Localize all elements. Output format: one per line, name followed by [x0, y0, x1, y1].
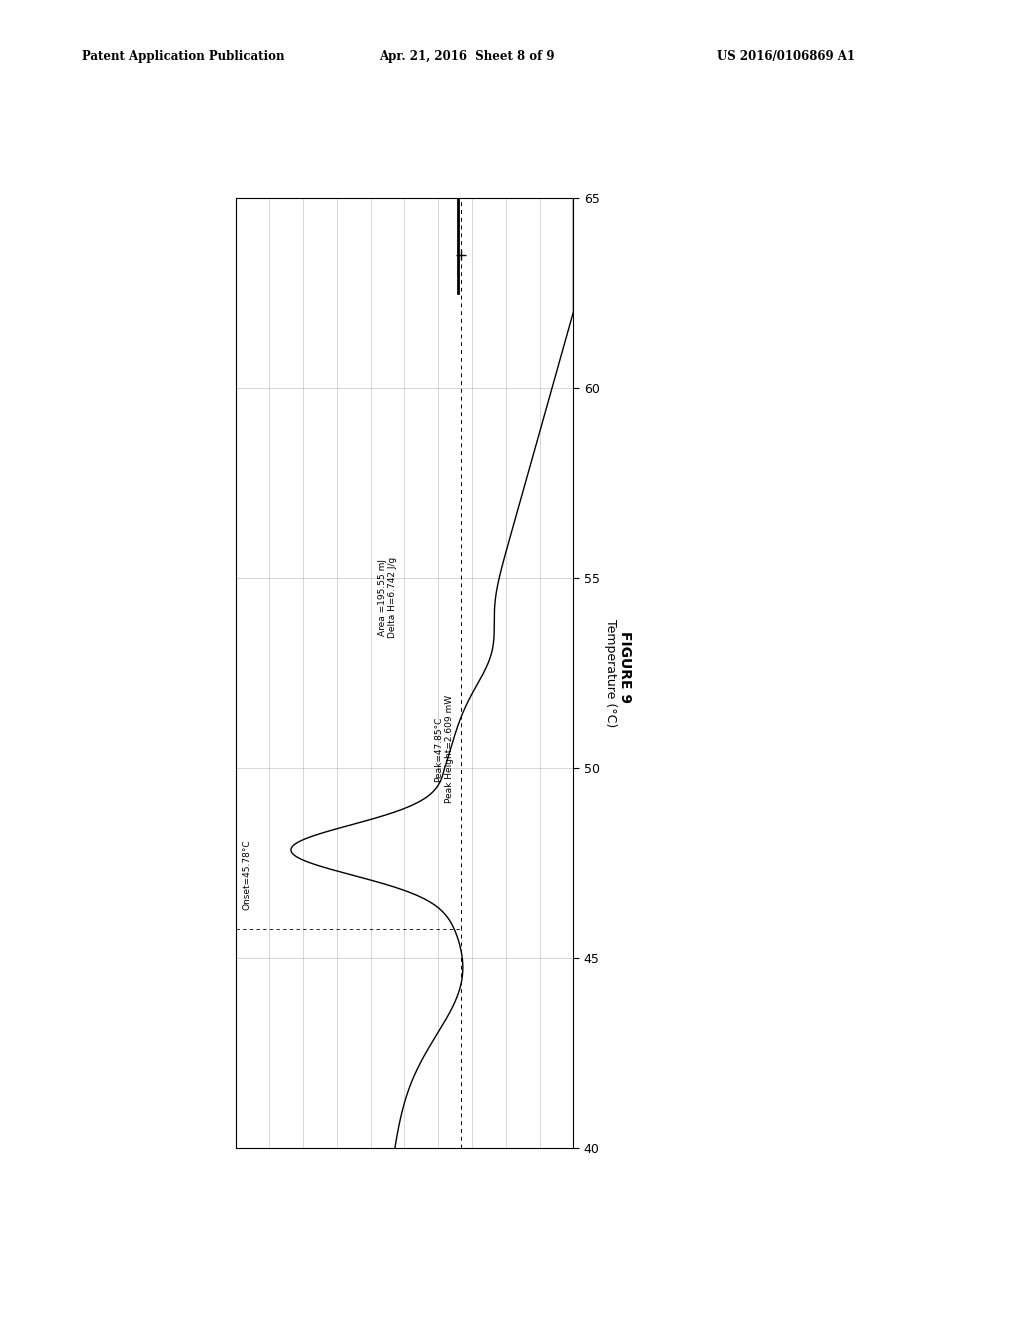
Y-axis label: Temperature (°C): Temperature (°C) — [603, 619, 616, 727]
Text: Onset=45.78°C: Onset=45.78°C — [243, 840, 251, 909]
Text: Apr. 21, 2016  Sheet 8 of 9: Apr. 21, 2016 Sheet 8 of 9 — [379, 50, 554, 63]
Text: Area =195.55 mJ
Delta H=6.742 J/g: Area =195.55 mJ Delta H=6.742 J/g — [378, 557, 397, 638]
Text: Peak=47.85°C
Peak Height=2.609 mW: Peak=47.85°C Peak Height=2.609 mW — [434, 696, 454, 804]
Text: Patent Application Publication: Patent Application Publication — [82, 50, 285, 63]
Text: FIGURE 9: FIGURE 9 — [617, 631, 632, 702]
Text: US 2016/0106869 A1: US 2016/0106869 A1 — [717, 50, 855, 63]
